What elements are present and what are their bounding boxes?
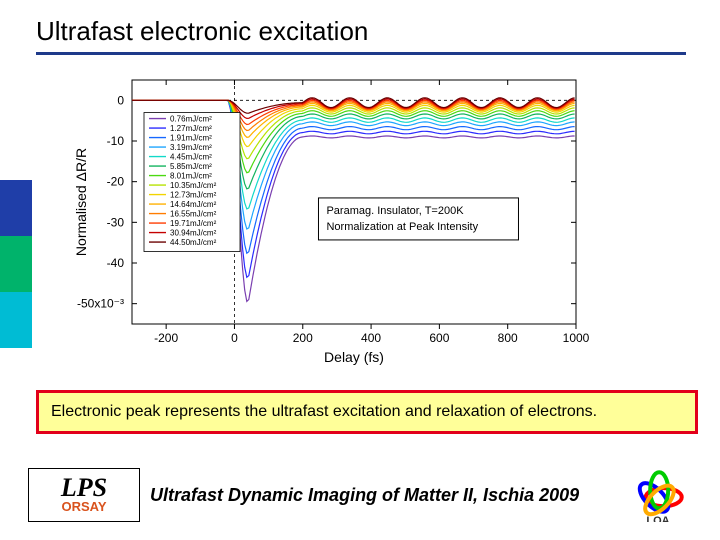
svg-text:Normalised ΔR/R: Normalised ΔR/R [73,148,89,256]
svg-text:1.91mJ/cm²: 1.91mJ/cm² [170,134,212,143]
title-underline [36,52,686,55]
svg-text:-40: -40 [107,256,125,270]
svg-text:-10: -10 [107,134,125,148]
svg-text:-50x10⁻³: -50x10⁻³ [77,297,124,311]
svg-text:Normalization at Peak Intensit: Normalization at Peak Intensity [326,221,478,233]
chart-svg: -200 0 200 400 600 800 1000 0 -10 -20 -30 -40 -50x10… [70,70,590,370]
stripe-segment [0,236,32,292]
page-title: Ultrafast electronic excitation [36,16,368,47]
svg-text:5.85mJ/cm²: 5.85mJ/cm² [170,162,212,171]
left-color-stripe [0,180,32,390]
svg-text:-30: -30 [107,215,125,229]
svg-text:800: 800 [498,331,518,345]
svg-text:0.76mJ/cm²: 0.76mJ/cm² [170,115,212,124]
loa-logo: LOA [616,470,700,522]
svg-text:44.50mJ/cm²: 44.50mJ/cm² [170,238,217,247]
svg-text:0: 0 [117,93,124,107]
callout-box: Electronic peak represents the ultrafast… [36,390,698,434]
svg-text:16.55mJ/cm²: 16.55mJ/cm² [170,210,217,219]
svg-text:30.94mJ/cm²: 30.94mJ/cm² [170,229,217,238]
svg-text:4.45mJ/cm²: 4.45mJ/cm² [170,153,212,162]
lps-logo-top: LPS [61,477,107,499]
svg-text:8.01mJ/cm²: 8.01mJ/cm² [170,172,212,181]
stripe-segment [0,292,32,348]
lps-logo: LPS ORSAY [28,468,140,522]
svg-text:400: 400 [361,331,381,345]
svg-text:14.64mJ/cm²: 14.64mJ/cm² [170,200,217,209]
svg-text:-200: -200 [154,331,178,345]
svg-text:10.35mJ/cm²: 10.35mJ/cm² [170,181,217,190]
svg-text:19.71mJ/cm²: 19.71mJ/cm² [170,219,217,228]
svg-text:Delay (fs): Delay (fs) [324,349,384,365]
svg-text:3.19mJ/cm²: 3.19mJ/cm² [170,143,212,152]
reflectivity-chart: -200 0 200 400 600 800 1000 0 -10 -20 -30 -40 -50x10… [70,70,590,370]
callout-text: Electronic peak represents the ultrafast… [51,403,597,420]
svg-text:LOA: LOA [646,515,669,522]
lps-logo-bottom: ORSAY [61,499,106,514]
svg-text:200: 200 [293,331,313,345]
svg-text:1.27mJ/cm²: 1.27mJ/cm² [170,124,212,133]
footer: LPS ORSAY Ultrafast Dynamic Imaging of M… [0,460,720,530]
svg-text:1000: 1000 [563,331,590,345]
svg-text:600: 600 [429,331,449,345]
svg-text:-20: -20 [107,175,125,189]
footer-text: Ultrafast Dynamic Imaging of Matter II, … [150,485,579,506]
svg-text:Paramag. Insulator, T=200K: Paramag. Insulator, T=200K [326,205,464,217]
svg-text:12.73mJ/cm²: 12.73mJ/cm² [170,191,217,200]
stripe-segment [0,180,32,236]
svg-text:0: 0 [231,331,238,345]
